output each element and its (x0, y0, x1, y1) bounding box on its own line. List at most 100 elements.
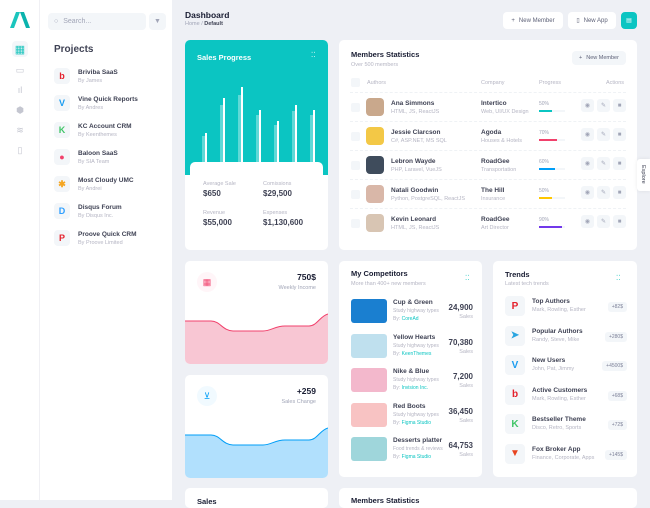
edit-button[interactable]: ✎ (597, 99, 610, 112)
sales-bar (295, 104, 297, 162)
row-checkbox[interactable] (351, 190, 360, 199)
briefcase-icon[interactable]: ▭ (15, 64, 25, 75)
competitor-author[interactable]: CoreAd (401, 316, 419, 322)
new-app-button[interactable]: ▯ New App (568, 12, 616, 29)
edit-button[interactable]: ✎ (597, 157, 610, 170)
project-item[interactable]: ● Baloon SaaS By SIA Team (54, 145, 164, 169)
trend-name: New Users (532, 357, 566, 364)
project-item[interactable]: b Briviba SaaS By James (54, 64, 164, 88)
competitor-author[interactable]: Invision Inc. (401, 385, 429, 391)
view-button[interactable]: ◉ (581, 99, 594, 112)
delete-button[interactable]: ■ (613, 215, 626, 228)
competitor-item[interactable]: Desserts platter Food trends & reviews By:… (351, 437, 473, 463)
competitor-name: Yellow Hearts (393, 333, 436, 341)
edit-button[interactable]: ✎ (597, 186, 610, 199)
member-company: The Hill (481, 187, 505, 194)
delete-button[interactable]: ■ (613, 99, 626, 112)
delete-button[interactable]: ■ (613, 157, 626, 170)
view-button[interactable]: ◉ (581, 128, 594, 141)
project-item[interactable]: V Vine Quick Reports By Andres (54, 91, 164, 115)
member-name[interactable]: Natali Goodwin (391, 187, 439, 194)
search-input[interactable]: ○ Search... (48, 13, 146, 30)
project-owner: By Proove Limited (78, 239, 123, 246)
competitor-author[interactable]: KeenThemes (401, 350, 432, 357)
breadcrumb-home[interactable]: Home (185, 21, 200, 27)
filter-button[interactable]: ▼ (149, 13, 166, 30)
sales-label: Sales (459, 348, 473, 355)
edit-button[interactable]: ✎ (597, 215, 610, 228)
new-member-button[interactable]: + New Member (503, 12, 563, 29)
competitor-item[interactable]: Yellow Hearts Study highway types By: Keen… (351, 333, 473, 360)
competitor-item[interactable]: Nike & Blue Study highway types By: Invisi… (351, 368, 473, 394)
logo[interactable] (10, 12, 30, 28)
trends-subtitle: Latest tech trends (505, 281, 549, 287)
member-sector: Web, UI/UX Design (481, 109, 529, 115)
sales-stat: Comissions $29,500 (263, 181, 292, 198)
progress-bar (539, 110, 565, 112)
row-checkbox[interactable] (351, 103, 360, 112)
member-name[interactable]: Lebron Wayde (391, 158, 436, 165)
project-owner: By Keenthemes (78, 131, 117, 138)
competitor-author[interactable]: Figma Studio (401, 419, 432, 426)
project-item[interactable]: ✱ Most Cloudy UMC By Andrei (54, 172, 164, 196)
row-checkbox[interactable] (351, 219, 360, 228)
view-button[interactable]: ◉ (581, 157, 594, 170)
member-name[interactable]: Jessie Clarcson (391, 129, 441, 136)
edit-button[interactable]: ✎ (597, 128, 610, 141)
member-name[interactable]: Ana Simmons (391, 100, 435, 107)
menu-icon[interactable]: ⁚⁚ (616, 275, 621, 282)
menu-icon[interactable]: ⁚⁚ (311, 52, 316, 59)
progress-label: 70% (539, 130, 550, 136)
member-sector: Transportation (481, 167, 517, 173)
menu-icon[interactable]: ⁚⁚ (465, 275, 470, 282)
trend-item[interactable]: P Top Authors Mark, Rowling, Esther +82$ (505, 296, 627, 320)
project-owner: By Andrei (78, 185, 102, 192)
page-title: Dashboard (185, 10, 230, 20)
row-checkbox[interactable] (351, 161, 360, 170)
members-title: Members Statistics (351, 50, 420, 59)
chart-icon[interactable]: ıl (17, 85, 23, 95)
select-all-checkbox[interactable] (351, 78, 360, 87)
trend-item[interactable]: V New Users John, Pat, Jimmy +4500$ (505, 355, 627, 379)
competitor-item[interactable]: Red Boots Study highway types By: Figma St… (351, 402, 473, 429)
delete-button[interactable]: ■ (613, 128, 626, 141)
trend-people: Disco, Retro, Sports (532, 425, 582, 431)
competitor-item[interactable]: Cup & Green Study highway types By: CoreAd… (351, 299, 473, 325)
dashboard-icon[interactable]: ▦ (12, 41, 28, 57)
explore-tab[interactable]: Explore (637, 159, 650, 191)
chat-button[interactable]: ▤ (621, 12, 637, 29)
eye-icon: ◉ (584, 219, 591, 225)
document-icon[interactable]: ▯ (17, 144, 23, 155)
project-logo-icon: V (54, 95, 70, 111)
avatar (366, 156, 384, 174)
project-logo-icon: K (54, 122, 70, 138)
plus-icon: + (511, 17, 515, 24)
competitor-author[interactable]: Figma Studio (401, 454, 432, 460)
trend-logo-icon: b (505, 384, 525, 405)
view-button[interactable]: ◉ (581, 186, 594, 199)
member-name[interactable]: Kevin Leonard (391, 216, 437, 223)
shield-icon[interactable]: ⬢ (16, 104, 24, 115)
row-checkbox[interactable] (351, 132, 360, 141)
project-owner: By Disqus Inc. (78, 212, 114, 219)
project-item[interactable]: D Disqus Forum By Disqus Inc. (54, 199, 164, 223)
project-item[interactable]: K KC Account CRM By Keenthemes (54, 118, 164, 142)
view-button[interactable]: ◉ (581, 215, 594, 228)
members-new-member-button[interactable]: + New Member (572, 51, 626, 65)
avatar (366, 214, 384, 232)
sales-change-value: +259 (296, 386, 316, 396)
trend-item[interactable]: ▼ Fox Broker App Finance, Corporate, Apps… (505, 443, 627, 468)
project-item[interactable]: P Proove Quick CRM By Proove Limited (54, 226, 164, 250)
trend-item[interactable]: K Bestseller Theme Disco, Retro, Sports +… (505, 414, 627, 438)
trend-item[interactable]: b Active Customers Mark, Rowling, Esther … (505, 384, 627, 409)
trend-badge: +82$ (607, 302, 627, 312)
competitor-sales-value: 64,753 (448, 441, 473, 450)
progress-bar (539, 168, 565, 170)
competitor-thumbnail (351, 368, 387, 392)
project-logo-icon: D (54, 203, 70, 219)
delete-button[interactable]: ■ (613, 186, 626, 199)
layers-icon[interactable]: ≋ (16, 124, 24, 135)
icon-rail (0, 0, 40, 500)
by-prefix: By: (393, 316, 401, 322)
trend-item[interactable]: ➤ Popular Authors Randy, Steve, Mike +280… (505, 325, 627, 350)
